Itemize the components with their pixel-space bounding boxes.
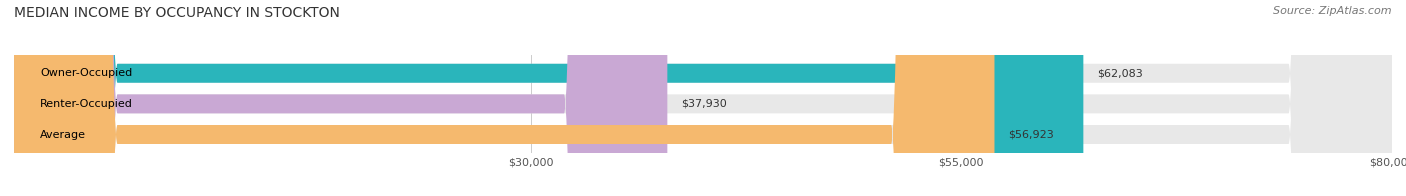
FancyBboxPatch shape	[14, 0, 1392, 196]
Text: $56,923: $56,923	[1008, 130, 1054, 140]
Text: Owner-Occupied: Owner-Occupied	[39, 68, 132, 78]
FancyBboxPatch shape	[14, 0, 668, 196]
Text: $37,930: $37,930	[681, 99, 727, 109]
FancyBboxPatch shape	[14, 0, 994, 196]
FancyBboxPatch shape	[14, 0, 1084, 196]
Text: Source: ZipAtlas.com: Source: ZipAtlas.com	[1274, 6, 1392, 16]
Text: Renter-Occupied: Renter-Occupied	[39, 99, 132, 109]
Text: MEDIAN INCOME BY OCCUPANCY IN STOCKTON: MEDIAN INCOME BY OCCUPANCY IN STOCKTON	[14, 6, 340, 20]
FancyBboxPatch shape	[14, 0, 1392, 196]
Text: Average: Average	[39, 130, 86, 140]
FancyBboxPatch shape	[14, 0, 1392, 196]
Text: $62,083: $62,083	[1097, 68, 1143, 78]
